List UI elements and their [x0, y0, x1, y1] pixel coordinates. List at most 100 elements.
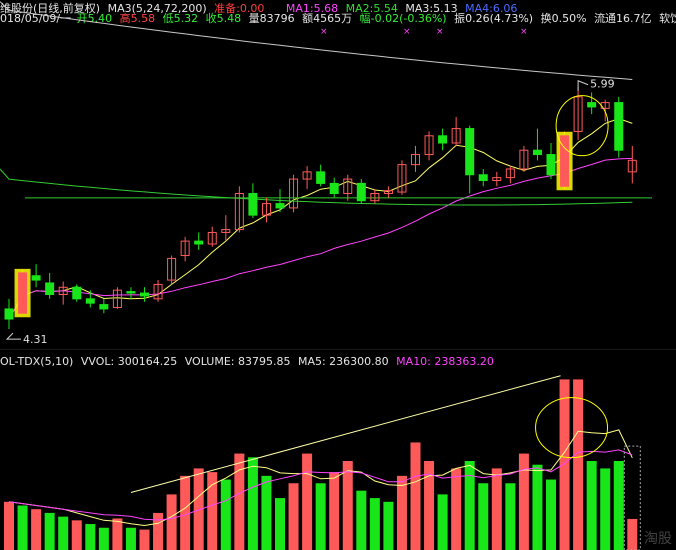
ma3-line: [0, 168, 633, 206]
candle: [505, 166, 515, 184]
volume-ma10-line: [8, 449, 633, 521]
candle: [587, 92, 597, 115]
volume-bar: [234, 453, 245, 550]
volume-bar: [342, 461, 353, 550]
quote-low: 低5.32: [162, 12, 199, 25]
candle: [532, 128, 542, 161]
quote-turnover: 换0.50%: [540, 12, 587, 25]
candle: [221, 215, 231, 242]
candle-body: [478, 174, 488, 182]
quote-volume: 量83796: [248, 12, 295, 25]
highlight-circle: [555, 95, 609, 157]
volume-bar: [627, 518, 638, 550]
volume-bar: [288, 483, 299, 550]
candle: [72, 284, 82, 302]
ma1-value: 5.68: [313, 2, 339, 15]
quote-close: 收5.48: [205, 12, 242, 25]
ma2-value: 5.54: [373, 2, 398, 15]
candle: [45, 272, 55, 299]
watermark: 淘股: [644, 531, 672, 547]
candle-body: [85, 298, 95, 304]
event-marker[interactable]: ×: [403, 27, 411, 37]
candle: [153, 280, 163, 302]
candle-body: [248, 193, 258, 216]
volume-header: OL-TDX(5,10) VVOL: 300164.25 VOLUME: 837…: [0, 356, 498, 368]
volume-bar: [573, 379, 584, 550]
volume-bar: [98, 527, 109, 550]
volume-bar: [586, 461, 597, 550]
volume-bar: [125, 527, 136, 550]
candle-body: [424, 135, 434, 156]
volume-bar: [478, 483, 489, 550]
candle-body: [316, 171, 326, 184]
event-marker[interactable]: ×: [320, 27, 328, 37]
volume-bar: [166, 494, 177, 550]
candle-body: [58, 286, 68, 295]
volume-bar: [532, 464, 543, 550]
volume-bar: [58, 516, 69, 550]
candle: [14, 268, 31, 318]
candle: [126, 287, 136, 299]
candle-body: [587, 102, 597, 108]
volume-bar: [275, 498, 285, 550]
candle: [424, 131, 434, 161]
candle-body: [532, 149, 542, 156]
candle-body: [356, 182, 366, 202]
candle-body: [31, 275, 41, 281]
candle-body: [180, 240, 190, 257]
volume-bar: [207, 472, 218, 550]
candle-body: [329, 182, 339, 194]
candle: [383, 186, 393, 198]
candle-body: [289, 178, 299, 209]
volume-bar: [505, 483, 516, 550]
candle-body: [153, 283, 163, 300]
volume-bar: [491, 468, 502, 550]
ma3-label: MA3:: [405, 2, 434, 15]
volume-dash-box: [623, 445, 641, 550]
candle-body: [343, 178, 353, 194]
quote-amount: 额4565万: [302, 12, 353, 25]
candle-body: [573, 96, 583, 132]
candle: [31, 264, 41, 288]
volume-bar: [139, 529, 150, 550]
candle: [478, 168, 488, 187]
candle-body-highlighted: [560, 135, 570, 187]
ma2-label: MA2:: [345, 2, 374, 15]
volume-bar: [396, 475, 407, 550]
quote-high: 高5.58: [119, 12, 156, 25]
candle: [261, 197, 271, 223]
candle-body: [383, 190, 393, 195]
volume-bar: [112, 518, 123, 550]
volume-highlight-circle: [535, 397, 609, 459]
volume-bar: [600, 468, 611, 550]
volume-bar: [424, 461, 435, 550]
candle-body: [72, 286, 82, 300]
volume-bar: [4, 501, 14, 550]
event-marker[interactable]: ×: [520, 27, 528, 37]
candle: [4, 298, 14, 330]
candle: [397, 160, 407, 195]
candle-body: [451, 128, 461, 144]
volume-bar: [464, 461, 475, 550]
candle-body: [397, 164, 407, 193]
ma4-line: [0, 1, 633, 80]
candle: [207, 226, 217, 247]
event-markers: × × × ×: [0, 27, 676, 37]
volume-bar: [369, 498, 380, 550]
candle: [316, 164, 326, 187]
candle: [546, 143, 556, 180]
stock-title: 维股份(日线,前复权): [0, 2, 101, 15]
price-chart[interactable]: 5.99 4.31: [0, 0, 676, 350]
candle-body: [45, 282, 55, 296]
candle: [614, 96, 624, 158]
candle: [627, 145, 637, 184]
volume-bar: [315, 483, 326, 550]
candle: [356, 179, 366, 204]
ref-label: 准备:: [214, 2, 240, 15]
event-marker[interactable]: ×: [436, 27, 444, 37]
candle: [451, 117, 461, 146]
volume-bar: [71, 520, 82, 550]
candle: [234, 186, 244, 233]
quote-amplitude: 振0.26(4.73%): [454, 12, 534, 25]
